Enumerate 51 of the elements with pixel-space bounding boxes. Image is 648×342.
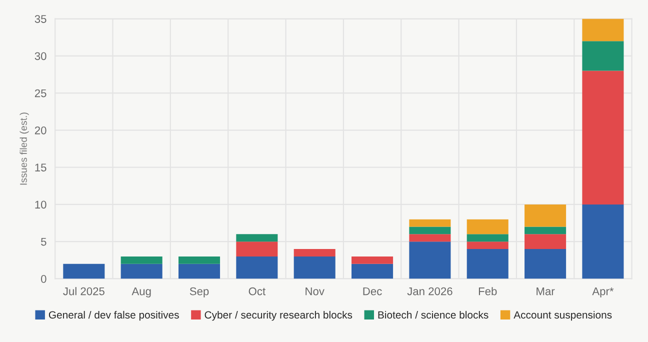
bar [236, 256, 278, 279]
x-tick-label: Oct [248, 287, 266, 296]
bar [524, 204, 566, 227]
x-tick-label: Nov [306, 287, 324, 296]
legend-label: Biotech / science blocks [378, 310, 488, 319]
bar [582, 18, 624, 42]
bar [466, 242, 508, 250]
bar [178, 264, 220, 279]
bar [120, 256, 162, 264]
y-tick-label: 10 [35, 200, 46, 209]
bar [582, 204, 624, 279]
y-tick-label: 25 [34, 89, 46, 98]
bar [524, 226, 566, 234]
y-tick-label: 35 [34, 15, 46, 23]
bar [582, 70, 624, 204]
y-tick-label: 30 [34, 52, 46, 60]
bar [352, 264, 394, 279]
bar [294, 256, 336, 279]
x-tick-label: Aug [132, 287, 151, 298]
bar [178, 256, 220, 264]
bar [466, 249, 508, 279]
x-tick-label: Jan 2026 [407, 287, 452, 296]
y-tick-label: 0 [41, 274, 46, 283]
y-axis-title: Issues filed (est.) [20, 112, 29, 185]
bar [236, 234, 278, 242]
bar [582, 41, 624, 71]
x-tick-label: Apr* [592, 287, 614, 298]
x-tick-label: Feb [478, 287, 497, 296]
legend-label: General / dev false positives [48, 310, 179, 321]
x-tick-label: Mar [536, 287, 555, 296]
bar [236, 242, 278, 256]
bar [409, 219, 451, 227]
bar [524, 234, 566, 250]
bar [409, 242, 451, 279]
x-tick-label: Dec [363, 287, 382, 296]
bar [466, 234, 508, 242]
bar [63, 264, 105, 279]
bar [120, 264, 162, 279]
x-tick-label: Sep [190, 287, 209, 298]
y-tick-label: 15 [35, 164, 46, 172]
bar [352, 256, 394, 264]
bar [294, 249, 336, 256]
legend-label: Account suspensions [514, 310, 612, 321]
y-tick-label: 5 [41, 238, 46, 246]
y-tick-label: 20 [34, 126, 46, 134]
bar [466, 219, 508, 234]
x-tick-label: Jul 2025 [63, 287, 104, 296]
bar [409, 226, 451, 234]
bar [524, 249, 566, 279]
bar [409, 234, 451, 242]
legend-label: Cyber / security research blocks [204, 310, 352, 321]
